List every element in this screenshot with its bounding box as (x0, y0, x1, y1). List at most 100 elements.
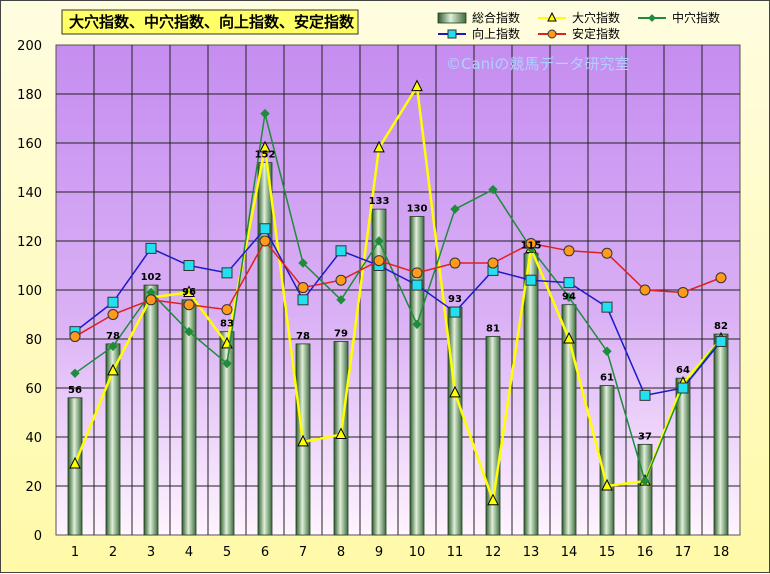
bar-labels: 56 78 102 96 83 152 78 79 133 130 93 81 115 94 61 37 64 8… (68, 150, 728, 443)
y-tick-label: 200 (17, 39, 42, 54)
data-point (449, 385, 461, 398)
x-tick-label: 16 (637, 545, 654, 560)
y-tick-label: 140 (17, 186, 42, 201)
x-tick-label: 15 (599, 545, 616, 560)
legend-marker (547, 29, 557, 39)
bar-data-label: 96 (182, 287, 196, 298)
y-tick-label: 160 (17, 137, 42, 152)
legend-swatch (437, 12, 467, 24)
data-point (525, 274, 537, 286)
data-point (563, 277, 575, 289)
watermark: ©Caniの競馬データ研究室 (446, 55, 629, 73)
data-point (449, 306, 461, 318)
bar-data-label: 94 (562, 292, 576, 303)
data-point (221, 304, 233, 316)
data-point (259, 223, 271, 235)
chart-title: 大穴指数、中穴指数、向上指数、安定指数 (69, 13, 355, 31)
x-tick-label: 7 (299, 545, 307, 560)
legend-label: 向上指数 (472, 26, 520, 41)
data-point (450, 204, 460, 214)
data-point (297, 294, 309, 306)
x-axis-ticks: 1 2 3 4 5 6 7 8 9 10 11 12 13 14 15 16 17 18 (71, 545, 729, 560)
data-point (107, 309, 119, 320)
data-point (373, 255, 385, 267)
legend-marker (547, 11, 557, 22)
bar (219, 331, 235, 536)
data-point (639, 284, 651, 296)
x-tick-label: 8 (337, 545, 345, 560)
bar-data-label: 61 (600, 373, 614, 384)
data-point (107, 296, 119, 308)
bar-data-label: 82 (714, 321, 728, 332)
bar-data-label: 78 (296, 331, 310, 342)
data-point (336, 295, 346, 305)
bar-data-label: 79 (334, 328, 348, 339)
x-tick-label: 5 (223, 545, 231, 560)
data-point (259, 140, 271, 153)
data-point (298, 258, 308, 268)
data-point (601, 478, 613, 491)
data-point (145, 242, 157, 254)
bar (409, 216, 425, 536)
data-point (259, 235, 271, 247)
data-point (601, 301, 613, 313)
bar (561, 304, 577, 536)
series-circle (69, 235, 727, 343)
bar-data-label: 83 (220, 319, 234, 330)
data-point (411, 279, 423, 291)
data-point (107, 363, 119, 376)
bar-data-label: 78 (106, 331, 120, 342)
legend-item: 向上指数 (438, 26, 520, 41)
data-point (563, 331, 575, 344)
y-tick-label: 60 (25, 382, 42, 397)
data-point (449, 257, 461, 269)
bar (257, 162, 273, 536)
data-point (412, 319, 422, 330)
legend-label: 安定指数 (572, 26, 620, 41)
x-tick-label: 6 (261, 545, 269, 560)
bar-data-label: 81 (486, 324, 500, 335)
y-tick-label: 40 (25, 431, 42, 446)
data-point (297, 282, 309, 294)
data-point (69, 331, 81, 343)
grid (56, 45, 740, 535)
legend-label: 中穴指数 (672, 10, 720, 25)
data-point (715, 272, 727, 284)
data-point (297, 434, 309, 447)
data-point (222, 358, 232, 369)
legend-marker (648, 14, 656, 22)
data-point (183, 285, 195, 297)
data-point (69, 456, 81, 469)
bar (523, 252, 539, 536)
series-diamond (70, 108, 726, 486)
data-point (487, 493, 499, 506)
y-tick-label: 80 (25, 333, 42, 348)
bar-data-label: 64 (676, 365, 690, 376)
data-point (145, 294, 157, 306)
bar (371, 208, 387, 536)
x-tick-label: 18 (713, 545, 730, 560)
legend-item: 大穴指数 (538, 10, 620, 25)
legend-label: 大穴指数 (572, 10, 620, 25)
data-point (184, 326, 194, 337)
data-point (602, 346, 612, 356)
y-axis-ticks: 0 20 40 60 80 100 120 140 160 180 200 (17, 39, 42, 544)
series-line (73, 82, 722, 502)
bar (143, 284, 159, 536)
data-point (411, 79, 423, 92)
data-point (715, 335, 727, 347)
data-point (640, 476, 650, 486)
data-point (183, 260, 195, 271)
data-point (183, 299, 195, 311)
y-tick-label: 0 (34, 529, 42, 544)
legend-label: 総合指数 (472, 10, 520, 25)
x-tick-label: 3 (147, 545, 155, 560)
x-tick-label: 14 (561, 545, 578, 560)
x-tick-label: 17 (675, 545, 692, 560)
data-point (639, 389, 651, 401)
bar (637, 443, 653, 536)
data-point (563, 245, 575, 257)
